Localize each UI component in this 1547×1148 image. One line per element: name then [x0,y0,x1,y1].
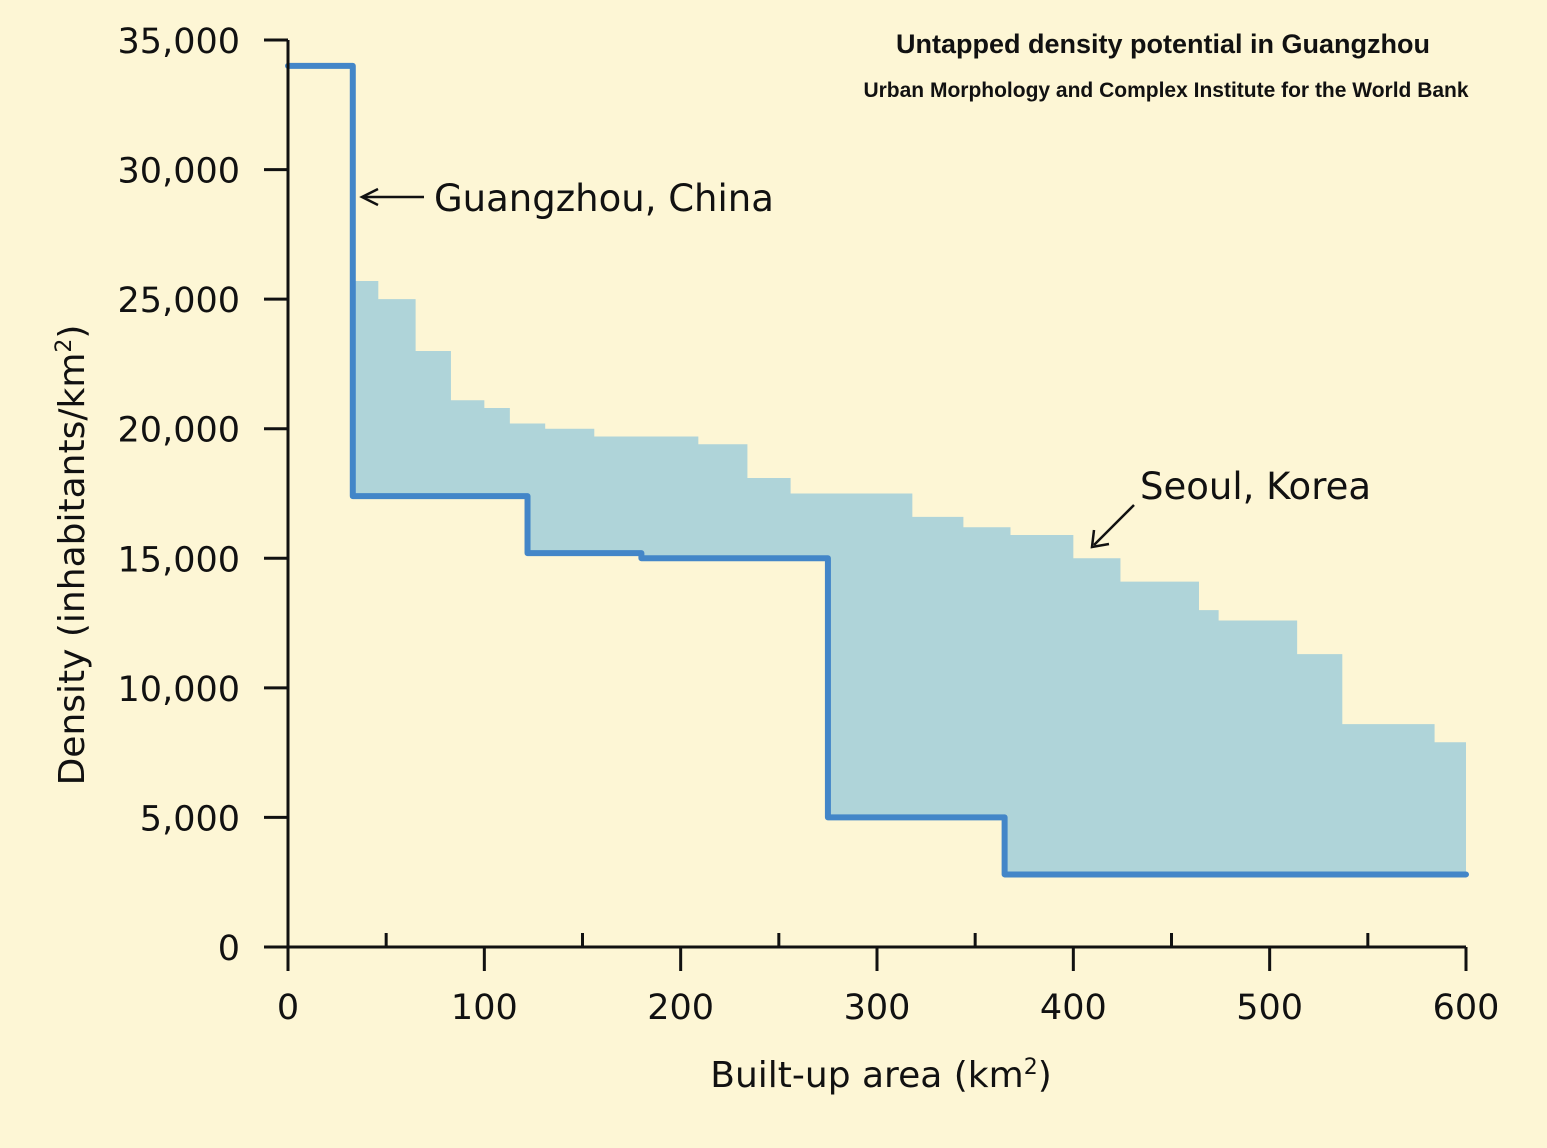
x-tick-label: 300 [844,988,911,1028]
seoul-label: Seoul, Korea [1140,465,1371,508]
y-axis-label-sup: 2 [52,339,77,353]
y-tick-label: 5,000 [140,799,240,839]
y-tick-label: 25,000 [118,281,240,321]
guangzhou-arrow-head [359,187,379,207]
y-tick-label: 15,000 [118,540,240,580]
guangzhou-annotation: Guangzhou, China [359,177,774,220]
y-axis-label-end: ) [52,325,93,339]
x-tick-label: 200 [647,988,714,1028]
x-tick-label: 500 [1236,988,1303,1028]
seoul-arrow-line [1093,504,1135,546]
x-tick-label: 400 [1040,988,1107,1028]
x-tick-label: 100 [451,988,518,1028]
axes-layer: 0 5,000 10,000 15,000 20,000 25,000 30,000 35,0… [118,22,1500,1028]
x-tick-label: 0 [277,988,299,1028]
y-tick-label: 10,000 [118,670,240,710]
x-axis-label-sup: 2 [1024,1055,1038,1080]
x-axis-label-end: ) [1038,1055,1052,1096]
guangzhou-line [285,62,1469,878]
seoul-arrow-head [1090,529,1110,549]
x-axis-label-text: Built-up area (km [710,1055,1023,1096]
seoul-area-layer [352,65,1466,875]
guangzhou-label: Guangzhou, China [434,177,774,220]
chart-subtitle: Urban Morphology and Complex Institute f… [863,79,1468,102]
x-axis-label: Built-up area (km2) [710,1055,1051,1096]
chart-title: Untapped density potential in Guangzhou [896,29,1430,59]
seoul-area [352,65,1466,875]
y-tick-label: 35,000 [118,22,240,62]
y-tick-label: 0 [218,929,240,969]
y-tick-label: 20,000 [118,411,240,451]
y-axis-label-text: Density (inhabitants/km [52,353,93,786]
x-tick-label: 600 [1433,988,1500,1028]
y-axis-label: Density (inhabitants/km2) [52,325,93,786]
y-tick-label: 30,000 [118,152,240,192]
seoul-annotation: Seoul, Korea [1090,465,1371,549]
guangzhou-line-layer [285,62,1469,878]
